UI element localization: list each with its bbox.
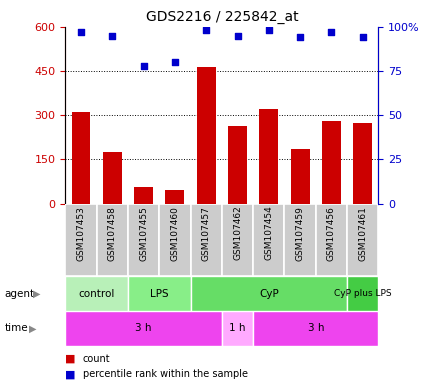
Text: 3 h: 3 h bbox=[135, 323, 151, 333]
Point bbox=[265, 27, 272, 33]
Point bbox=[233, 33, 240, 39]
Text: percentile rank within the sample: percentile rank within the sample bbox=[82, 369, 247, 379]
Text: count: count bbox=[82, 354, 110, 364]
Text: 1 h: 1 h bbox=[229, 323, 245, 333]
Bar bbox=[221, 311, 253, 346]
Bar bbox=[128, 204, 159, 276]
Point bbox=[358, 35, 365, 41]
Bar bbox=[346, 204, 378, 276]
Bar bbox=[253, 204, 284, 276]
Text: ▶: ▶ bbox=[29, 323, 36, 333]
Bar bbox=[65, 276, 128, 311]
Bar bbox=[259, 109, 278, 204]
Text: CyP: CyP bbox=[258, 289, 278, 299]
Text: 3 h: 3 h bbox=[307, 323, 323, 333]
Bar bbox=[65, 204, 96, 276]
Bar bbox=[134, 187, 153, 204]
Text: CyP plus LPS: CyP plus LPS bbox=[333, 289, 391, 298]
Bar bbox=[352, 122, 372, 204]
Bar bbox=[227, 126, 247, 204]
Bar bbox=[71, 112, 90, 204]
Point bbox=[77, 29, 84, 35]
Bar bbox=[65, 311, 221, 346]
Bar bbox=[221, 204, 253, 276]
Bar bbox=[190, 204, 221, 276]
Text: GSM107453: GSM107453 bbox=[76, 206, 85, 261]
Point bbox=[140, 63, 147, 69]
Text: ■: ■ bbox=[65, 354, 76, 364]
Text: GSM107454: GSM107454 bbox=[264, 206, 273, 260]
Text: ▶: ▶ bbox=[33, 289, 41, 299]
Bar bbox=[96, 204, 128, 276]
Bar bbox=[290, 149, 309, 204]
Text: GSM107455: GSM107455 bbox=[139, 206, 148, 261]
Bar bbox=[284, 204, 315, 276]
Point bbox=[327, 29, 334, 35]
Bar bbox=[128, 276, 190, 311]
Text: control: control bbox=[78, 289, 115, 299]
Text: agent: agent bbox=[4, 289, 34, 299]
Point bbox=[171, 59, 178, 65]
Bar bbox=[315, 204, 346, 276]
Bar bbox=[165, 190, 184, 204]
Text: ■: ■ bbox=[65, 369, 76, 379]
Text: GSM107461: GSM107461 bbox=[358, 206, 366, 261]
Text: GSM107459: GSM107459 bbox=[295, 206, 304, 261]
Bar bbox=[102, 152, 122, 204]
Point bbox=[296, 35, 303, 41]
Point bbox=[108, 33, 115, 39]
Text: GSM107458: GSM107458 bbox=[108, 206, 116, 261]
Bar bbox=[190, 276, 346, 311]
Bar bbox=[321, 121, 340, 204]
Text: GSM107457: GSM107457 bbox=[201, 206, 210, 261]
Bar bbox=[253, 311, 378, 346]
Text: LPS: LPS bbox=[150, 289, 168, 299]
Title: GDS2216 / 225842_at: GDS2216 / 225842_at bbox=[145, 10, 297, 25]
Text: time: time bbox=[4, 323, 28, 333]
Bar bbox=[159, 204, 190, 276]
Bar bbox=[196, 67, 215, 204]
Text: GSM107462: GSM107462 bbox=[233, 206, 241, 260]
Point bbox=[202, 27, 209, 33]
Text: GSM107456: GSM107456 bbox=[326, 206, 335, 261]
Bar bbox=[346, 276, 378, 311]
Text: GSM107460: GSM107460 bbox=[170, 206, 179, 261]
